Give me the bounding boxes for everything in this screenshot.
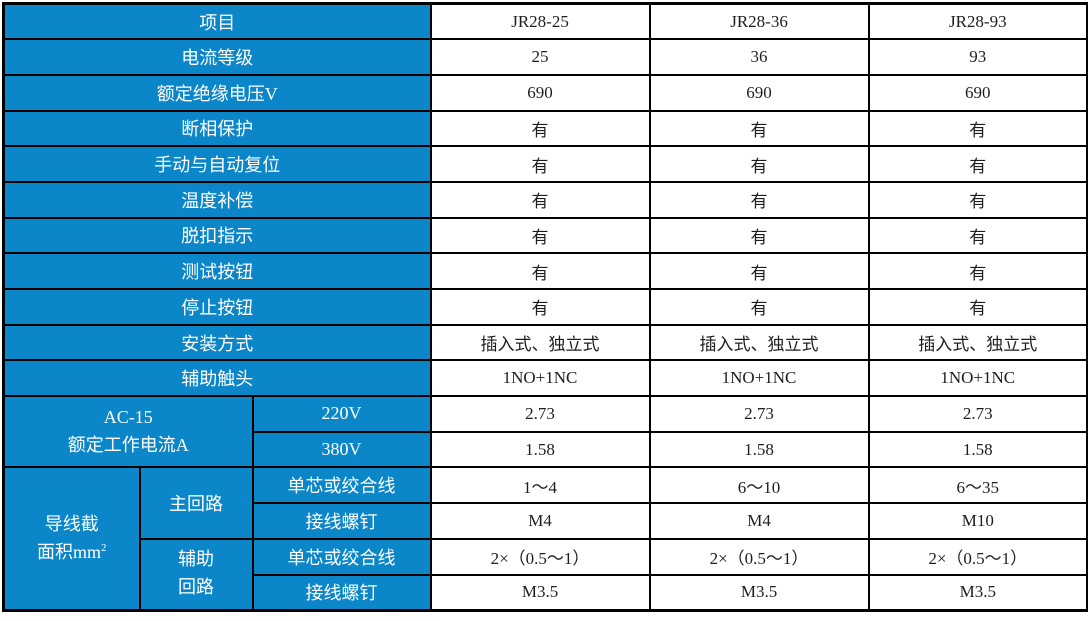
row-phase-failure-protection: 断相保护 有 有 有 (2, 109, 1088, 148)
header-row: 项目 JR28-25 JR28-36 JR28-93 (2, 2, 1088, 41)
spec-value-cell: 36 (648, 38, 870, 76)
spec-value-cell: 有 (648, 288, 870, 326)
spec-value-cell: 有 (429, 288, 651, 326)
spec-value-cell: 1NO+1NC (867, 359, 1088, 398)
spec-value-cell: 有 (429, 252, 651, 290)
sub-label-terminal-screw: 接线螺钉 (251, 573, 432, 612)
row-label-ac15-rated-current: AC-15 额定工作电流A (2, 395, 254, 469)
spec-value-cell: 6～35 (867, 466, 1088, 505)
spec-value-cell: 插入式、独立式 (867, 323, 1088, 362)
spec-value-cell: 有 (867, 180, 1088, 219)
row-test-button: 测试按钮 有 有 有 (2, 252, 1088, 290)
row-label-stop-button: 停止按钮 (2, 288, 432, 326)
spec-value-cell: 2.73 (648, 395, 870, 433)
row-label-wire-cross-section: 导线截 面积mm2 (2, 466, 141, 612)
row-label-trip-indication: 脱扣指示 (2, 216, 432, 255)
row-main-circuit-screw: 接线螺钉 M4 M4 M10 (4, 502, 1088, 540)
spec-value-cell: 有 (429, 109, 651, 148)
spec-value-cell: M4 (429, 502, 651, 540)
spec-value-cell: 2×（0.5～1） (648, 537, 870, 576)
spec-value-cell: 有 (867, 288, 1088, 326)
spec-value-cell: 插入式、独立式 (429, 323, 651, 362)
superscript-2: 2 (101, 541, 107, 554)
sub-label-single-core-stranded: 单芯或绞合线 (251, 466, 432, 505)
spec-value-cell: 1.58 (648, 430, 870, 469)
spec-value-cell: M4 (648, 502, 870, 540)
auxiliary-label-line1: 辅助 (178, 549, 214, 570)
ac15-label-line1: AC-15 (103, 406, 153, 427)
corner-header-cell: 项目 (2, 2, 432, 41)
row-label-temperature-compensation: 温度补偿 (2, 180, 432, 219)
row-ac15-380v: 380V 1.58 1.58 1.58 (4, 430, 1088, 469)
auxiliary-label-line2: 回路 (178, 577, 214, 598)
row-label-phase-failure-protection: 断相保护 (2, 109, 432, 148)
spec-value-cell: M10 (867, 502, 1088, 540)
spec-value-cell: 有 (648, 145, 870, 183)
spec-value-cell: 插入式、独立式 (648, 323, 870, 362)
row-label-mounting-type: 安装方式 (2, 323, 432, 362)
row-auxiliary-circuit-wire: 辅助 回路 单芯或绞合线 2×（0.5～1） 2×（0.5～1） 2×（0.5～… (4, 537, 1088, 612)
spec-value-cell: 2×（0.5～1） (429, 537, 651, 576)
row-label-manual-auto-reset: 手动与自动复位 (2, 145, 432, 183)
spec-value-cell: 2.73 (429, 395, 651, 433)
spec-value-cell: 2×（0.5～1） (867, 537, 1088, 576)
header-col-jr28-36: JR28-36 (648, 2, 870, 41)
row-current-class: 电流等级 25 36 93 (2, 38, 1088, 76)
spec-value-cell: 有 (648, 216, 870, 255)
spec-value-cell: 有 (429, 180, 651, 219)
spec-value-cell: 2.73 (867, 395, 1088, 433)
row-label-test-button: 测试按钮 (2, 252, 432, 290)
row-auxiliary-circuit-screw: 接线螺钉 M3.5 M3.5 M3.5 (4, 573, 1088, 612)
spec-value-cell: 1NO+1NC (429, 359, 651, 398)
spec-value-cell: 6～10 (648, 466, 870, 505)
row-stop-button: 停止按钮 有 有 有 (2, 288, 1088, 326)
spec-value-cell: 有 (867, 252, 1088, 290)
spec-value-cell: 有 (867, 109, 1088, 148)
sub-label-380v: 380V (251, 430, 432, 469)
spec-value-cell: 690 (648, 73, 870, 112)
row-temperature-compensation: 温度补偿 有 有 有 (2, 180, 1088, 219)
spec-value-cell: 1.58 (867, 430, 1088, 469)
row-auxiliary-contact: 辅助触头 1NO+1NC 1NO+1NC 1NO+1NC (2, 359, 1088, 398)
spec-value-cell: M3.5 (867, 573, 1088, 612)
row-label-current-class: 电流等级 (2, 38, 432, 76)
spec-value-cell: 有 (867, 216, 1088, 255)
ac15-label-line2: 额定工作电流A (67, 434, 189, 455)
spec-value-cell: 93 (867, 38, 1088, 76)
spec-value-cell: 690 (429, 73, 651, 112)
row-main-circuit-wire: 导线截 面积mm2 主回路 单芯或绞合线 1～4 6～10 6～35 (2, 466, 1088, 612)
spec-value-cell: 25 (429, 38, 651, 76)
row-trip-indication: 脱扣指示 有 有 有 (2, 216, 1088, 255)
row-mounting-type: 安装方式 插入式、独立式 插入式、独立式 插入式、独立式 (2, 323, 1088, 362)
header-col-jr28-93: JR28-93 (867, 2, 1088, 41)
spec-value-cell: 有 (429, 216, 651, 255)
row-label-rated-insulation-voltage: 额定绝缘电压V (2, 73, 432, 112)
spec-value-cell: 1～4 (429, 466, 651, 505)
spec-value-cell: 有 (648, 109, 870, 148)
row-ac15-220v: AC-15 额定工作电流A 220V 2.73 2.73 2.73 (2, 395, 1088, 469)
header-col-jr28-25: JR28-25 (429, 2, 651, 41)
row-rated-insulation-voltage: 额定绝缘电压V 690 690 690 (2, 73, 1088, 112)
sub-label-single-core-stranded: 单芯或绞合线 (251, 537, 432, 576)
spec-value-cell: M3.5 (648, 573, 870, 612)
sub-label-220v: 220V (251, 395, 432, 433)
wire-label-line1: 导线截 (44, 513, 99, 534)
spec-value-cell: 有 (867, 145, 1088, 183)
spec-value-cell: 有 (429, 145, 651, 183)
spec-value-cell: 690 (867, 73, 1088, 112)
group-label-main-circuit: 主回路 (138, 466, 254, 540)
row-manual-auto-reset: 手动与自动复位 有 有 有 (2, 145, 1088, 183)
wire-label-line2: 面积mm2 (36, 541, 107, 562)
spec-value-cell: 有 (648, 180, 870, 219)
spec-value-cell: 1NO+1NC (648, 359, 870, 398)
group-label-auxiliary-circuit: 辅助 回路 (138, 537, 254, 612)
spec-value-cell: 1.58 (429, 430, 651, 469)
spec-value-cell: M3.5 (429, 573, 651, 612)
sub-label-terminal-screw: 接线螺钉 (251, 502, 432, 540)
spec-value-cell: 有 (648, 252, 870, 290)
row-label-auxiliary-contact: 辅助触头 (2, 359, 432, 398)
